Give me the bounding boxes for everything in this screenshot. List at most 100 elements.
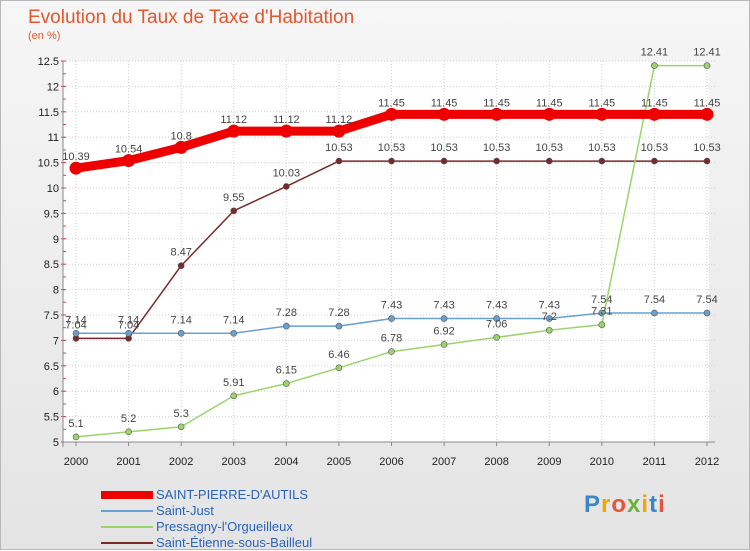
y-tick-label: 12.5 (38, 56, 59, 68)
data-label: 7.28 (276, 307, 297, 319)
data-label: 7.2 (542, 311, 557, 323)
data-label: 11.45 (536, 97, 563, 109)
logo-letter: P (584, 491, 602, 518)
data-point (72, 433, 80, 441)
logo-letter: r (601, 491, 612, 518)
x-tick-label: 2005 (327, 456, 351, 468)
y-tick-label: 11 (48, 132, 59, 144)
legend-label: Saint-Just (156, 503, 214, 518)
data-point (700, 107, 714, 121)
legend: SAINT-PIERRE-D'AUTILS Saint-Just Pressag… (101, 487, 371, 551)
data-label: 12.41 (693, 47, 721, 59)
data-label: 10.53 (483, 142, 511, 154)
data-point (437, 107, 451, 121)
data-label: 10.53 (430, 142, 458, 154)
data-point (385, 107, 398, 121)
x-tick-label: 2002 (169, 456, 193, 468)
series-3: 7.04 7.04 8.47 9.55 10.03 10.53 10.53 10.53 10.5… (65, 142, 721, 342)
data-label: 11.45 (483, 97, 510, 109)
data-label: 7.43 (433, 300, 454, 312)
data-point (542, 107, 556, 121)
y-tick-label: 10.5 (38, 158, 59, 170)
data-point (388, 157, 395, 165)
logo-letter: x (627, 491, 642, 518)
data-label: 7.04 (118, 319, 139, 331)
x-tick-label: 2012 (695, 456, 719, 468)
data-point (595, 107, 609, 121)
data-label: 10.54 (115, 144, 143, 156)
data-label: 8.47 (170, 247, 191, 259)
legend-label: Pressagny-l'Orgueilleux (156, 519, 293, 534)
legend-label: SAINT-PIERRE-D'AUTILS (156, 487, 309, 502)
data-label: 11.12 (273, 114, 300, 126)
data-point (703, 157, 711, 165)
data-label: 7.14 (65, 314, 86, 326)
x-tick-label: 2003 (222, 456, 246, 468)
x-tick-label: 2004 (274, 456, 298, 468)
x-tick-label: 2009 (537, 456, 561, 468)
data-point (651, 309, 658, 317)
data-label: 10.53 (378, 142, 406, 154)
data-label: 7.31 (591, 306, 612, 318)
data-label: 5.1 (68, 418, 83, 430)
legend-item: Saint-Étienne-sous-Bailleul (101, 535, 371, 551)
chart-title: Evolution du Taux de Taxe d'Habitation (28, 7, 355, 28)
proxiti-logo: Proxiti (584, 491, 666, 519)
data-label: 10.53 (588, 142, 616, 154)
data-point (598, 157, 606, 165)
data-point (72, 329, 80, 337)
data-point (493, 157, 500, 165)
series-0: 10.39 10.54 10.8 11.12 11.12 11.12 11.45 11.45 1… (62, 97, 721, 175)
logo-letter: i (658, 491, 666, 518)
data-point (177, 423, 185, 431)
data-label: 6.15 (276, 365, 297, 377)
data-point (703, 309, 711, 317)
data-label: 7.43 (539, 300, 560, 312)
data-point (332, 124, 346, 138)
data-label: 10.53 (325, 142, 353, 154)
data-label: 7.43 (486, 300, 507, 312)
data-point (545, 157, 553, 165)
y-tick-label: 6 (53, 386, 59, 398)
data-point (283, 380, 290, 387)
x-tick-label: 2000 (64, 456, 88, 468)
legend-swatch (101, 510, 153, 512)
data-point (335, 322, 343, 330)
data-point (703, 62, 711, 69)
series-1: 7.14 7.14 7.14 7.14 7.28 7.28 7.43 7.43 7.43 7.43… (65, 294, 718, 337)
data-point (440, 157, 448, 165)
y-tick-label: 12 (47, 81, 59, 93)
y-tick-label: 8.5 (44, 259, 59, 271)
legend-swatch (101, 542, 153, 544)
y-tick-label: 10 (47, 183, 59, 195)
data-label: 7.04 (65, 319, 86, 331)
logo-letter: o (611, 491, 628, 518)
y-tick-label: 9 (53, 234, 59, 246)
legend-swatch (101, 526, 153, 528)
legend-item: Pressagny-l'Orgueilleux (101, 519, 371, 535)
data-label: 7.43 (381, 300, 402, 312)
data-label: 7.54 (696, 294, 717, 306)
data-point (493, 334, 500, 341)
data-point (490, 107, 504, 121)
data-point (647, 107, 661, 121)
data-label: 11.45 (694, 97, 721, 109)
data-label: 7.54 (591, 294, 612, 306)
data-label: 11.45 (378, 97, 405, 109)
x-tick-label: 2008 (484, 456, 508, 468)
data-point (283, 322, 290, 330)
data-label: 11.45 (641, 97, 668, 109)
data-point (440, 315, 448, 322)
y-tick-label: 11.5 (38, 107, 59, 119)
data-label: 10.39 (62, 151, 90, 163)
data-label: 5.2 (121, 413, 136, 425)
data-label: 11.45 (588, 97, 615, 109)
logo-letter: t (649, 491, 659, 518)
y-tick-label: 5.5 (44, 412, 59, 424)
data-point (125, 428, 132, 436)
data-label: 6.78 (381, 333, 402, 345)
data-point (122, 154, 136, 168)
y-tick-label: 6.5 (44, 361, 59, 373)
data-point (174, 140, 188, 154)
